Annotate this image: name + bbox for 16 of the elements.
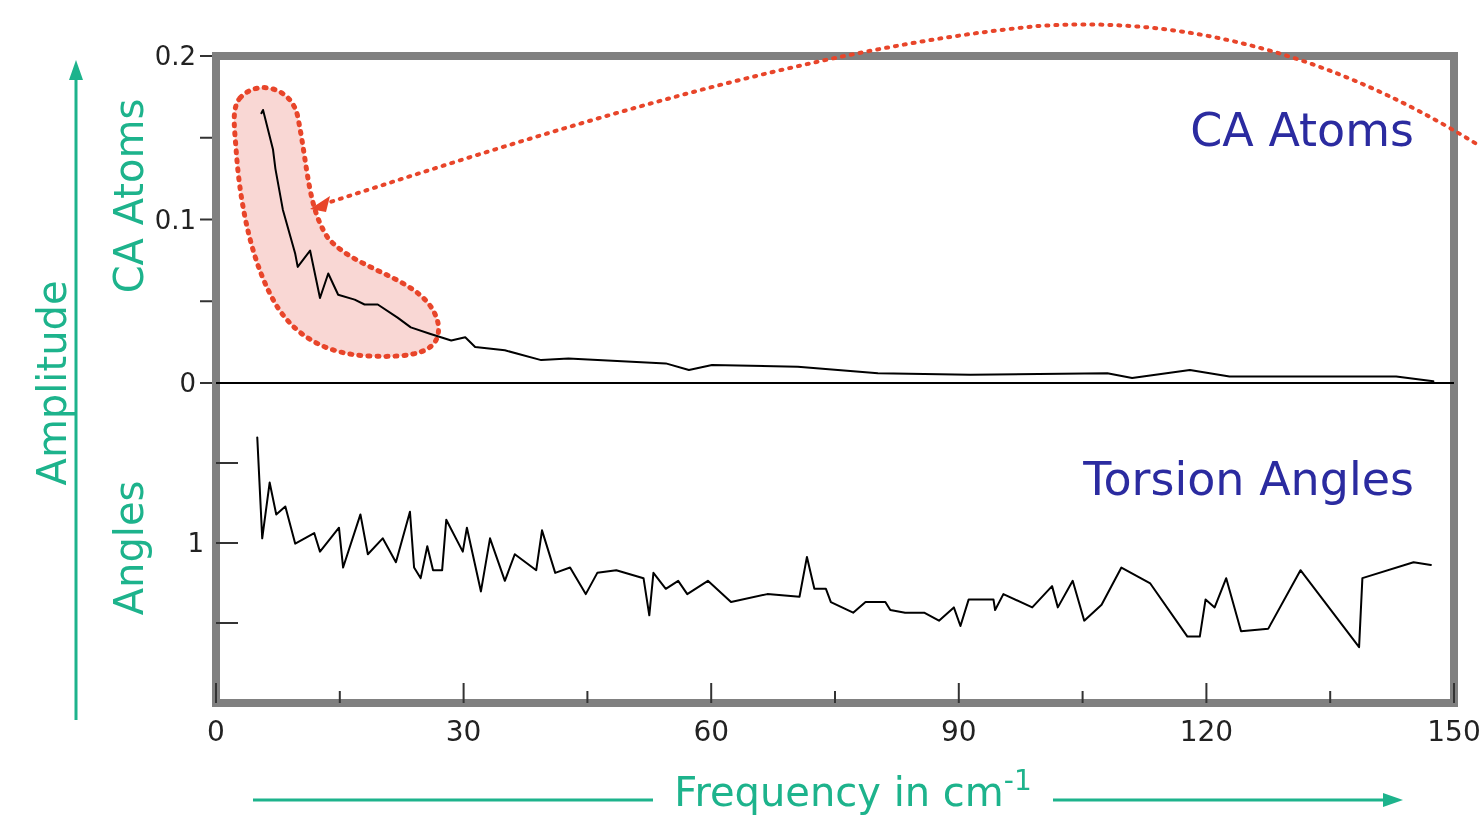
y-tick-label: 0.1 bbox=[154, 204, 196, 235]
y-axis-title: CA Atoms bbox=[106, 98, 152, 294]
x-tick-label: 90 bbox=[940, 715, 977, 748]
x-axis-title: Frequency in cm$^{-1}$ bbox=[674, 763, 1032, 815]
y-tick-label: 0 bbox=[179, 368, 196, 399]
x-tick-label: 30 bbox=[445, 715, 482, 748]
chart-title: Torsion Angles bbox=[1082, 452, 1414, 506]
y-axis-title: Angles bbox=[106, 480, 152, 616]
x-tick-label: 120 bbox=[1179, 715, 1234, 748]
text: CA Atoms bbox=[1190, 103, 1414, 157]
x-tick-label: 0 bbox=[207, 715, 225, 748]
x-tick-label: 60 bbox=[693, 715, 730, 748]
y-tick-label: 0.2 bbox=[154, 41, 196, 72]
x-tick-label: 150 bbox=[1427, 715, 1479, 748]
text: Amplitude bbox=[29, 280, 75, 486]
text: 1 bbox=[187, 528, 204, 559]
